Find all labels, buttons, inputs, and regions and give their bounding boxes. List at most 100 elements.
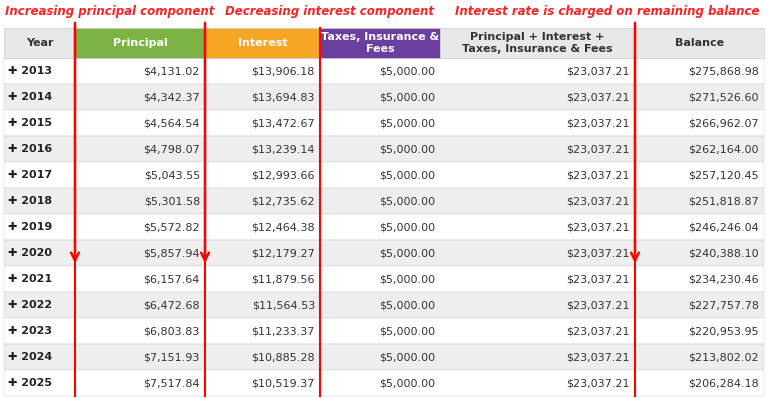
- Text: $23,037.21: $23,037.21: [567, 378, 630, 388]
- Text: ✚ 2025: ✚ 2025: [8, 378, 52, 388]
- Bar: [4, 58, 764, 84]
- Bar: [320, 28, 440, 58]
- Text: $7,151.93: $7,151.93: [144, 352, 200, 362]
- Bar: [4, 28, 75, 58]
- Text: $5,572.82: $5,572.82: [144, 222, 200, 232]
- Text: $5,000.00: $5,000.00: [379, 326, 435, 336]
- Text: $257,120.45: $257,120.45: [688, 170, 759, 180]
- Text: $5,000.00: $5,000.00: [379, 144, 435, 154]
- Text: Interest rate is charged on remaining balance: Interest rate is charged on remaining ba…: [455, 4, 760, 18]
- Bar: [4, 370, 764, 396]
- Text: $23,037.21: $23,037.21: [567, 118, 630, 128]
- Bar: [4, 240, 764, 266]
- Bar: [4, 84, 764, 110]
- Text: Interest: Interest: [238, 38, 287, 48]
- Text: $5,000.00: $5,000.00: [379, 118, 435, 128]
- Text: $23,037.21: $23,037.21: [567, 300, 630, 310]
- Text: $23,037.21: $23,037.21: [567, 92, 630, 102]
- Text: ✚ 2020: ✚ 2020: [8, 248, 52, 258]
- Text: $23,037.21: $23,037.21: [567, 170, 630, 180]
- Text: $266,962.07: $266,962.07: [688, 118, 759, 128]
- Bar: [75, 28, 205, 58]
- Text: $5,000.00: $5,000.00: [379, 352, 435, 362]
- Text: $220,953.95: $220,953.95: [688, 326, 759, 336]
- Text: $13,472.67: $13,472.67: [251, 118, 315, 128]
- Bar: [4, 344, 764, 370]
- Text: Principal: Principal: [113, 38, 167, 48]
- Text: $5,301.58: $5,301.58: [144, 196, 200, 206]
- Text: $13,694.83: $13,694.83: [251, 92, 315, 102]
- Bar: [4, 292, 764, 318]
- Text: $23,037.21: $23,037.21: [567, 274, 630, 284]
- Text: $4,798.07: $4,798.07: [144, 144, 200, 154]
- Bar: [4, 136, 764, 162]
- Text: ✚ 2014: ✚ 2014: [8, 92, 52, 102]
- Text: $262,164.00: $262,164.00: [688, 144, 759, 154]
- Text: ✚ 2016: ✚ 2016: [8, 144, 52, 154]
- Text: $6,803.83: $6,803.83: [144, 326, 200, 336]
- Text: ✚ 2017: ✚ 2017: [8, 170, 52, 180]
- Text: Principal + Interest +
Taxes, Insurance & Fees: Principal + Interest + Taxes, Insurance …: [462, 32, 613, 54]
- Text: $4,131.02: $4,131.02: [144, 66, 200, 76]
- Text: $10,519.37: $10,519.37: [252, 378, 315, 388]
- Text: $11,564.53: $11,564.53: [252, 300, 315, 310]
- Bar: [635, 28, 764, 58]
- Text: $206,284.18: $206,284.18: [688, 378, 759, 388]
- Text: $5,043.55: $5,043.55: [144, 170, 200, 180]
- Text: $271,526.60: $271,526.60: [688, 92, 759, 102]
- Text: ✚ 2015: ✚ 2015: [8, 118, 52, 128]
- Bar: [4, 266, 764, 292]
- Text: $5,857.94: $5,857.94: [144, 248, 200, 258]
- Text: $12,735.62: $12,735.62: [251, 196, 315, 206]
- Text: $23,037.21: $23,037.21: [567, 248, 630, 258]
- Bar: [4, 214, 764, 240]
- Text: $5,000.00: $5,000.00: [379, 300, 435, 310]
- Text: ✚ 2018: ✚ 2018: [8, 196, 52, 206]
- Text: ✚ 2023: ✚ 2023: [8, 326, 52, 336]
- Text: $6,472.68: $6,472.68: [144, 300, 200, 310]
- Text: $5,000.00: $5,000.00: [379, 196, 435, 206]
- Text: ✚ 2024: ✚ 2024: [8, 352, 52, 362]
- Text: ✚ 2019: ✚ 2019: [8, 222, 52, 232]
- Text: $23,037.21: $23,037.21: [567, 326, 630, 336]
- Text: $13,239.14: $13,239.14: [251, 144, 315, 154]
- Text: $23,037.21: $23,037.21: [567, 352, 630, 362]
- Text: ✚ 2022: ✚ 2022: [8, 300, 52, 310]
- Text: $23,037.21: $23,037.21: [567, 66, 630, 76]
- Bar: [205, 28, 320, 58]
- Text: $11,879.56: $11,879.56: [251, 274, 315, 284]
- Text: ✚ 2013: ✚ 2013: [8, 66, 52, 76]
- Text: ✚ 2021: ✚ 2021: [8, 274, 52, 284]
- Text: $4,564.54: $4,564.54: [144, 118, 200, 128]
- Text: $227,757.78: $227,757.78: [688, 300, 759, 310]
- Text: $251,818.87: $251,818.87: [688, 196, 759, 206]
- Text: $4,342.37: $4,342.37: [144, 92, 200, 102]
- Text: $6,157.64: $6,157.64: [144, 274, 200, 284]
- Text: $12,993.66: $12,993.66: [251, 170, 315, 180]
- Text: $246,246.04: $246,246.04: [688, 222, 759, 232]
- Text: $12,464.38: $12,464.38: [251, 222, 315, 232]
- Text: Balance: Balance: [675, 38, 724, 48]
- Text: $10,885.28: $10,885.28: [251, 352, 315, 362]
- Text: $5,000.00: $5,000.00: [379, 378, 435, 388]
- Text: $5,000.00: $5,000.00: [379, 66, 435, 76]
- Text: $5,000.00: $5,000.00: [379, 222, 435, 232]
- Text: $240,388.10: $240,388.10: [688, 248, 759, 258]
- Text: $234,230.46: $234,230.46: [688, 274, 759, 284]
- Text: $5,000.00: $5,000.00: [379, 92, 435, 102]
- Text: $5,000.00: $5,000.00: [379, 248, 435, 258]
- Bar: [4, 318, 764, 344]
- Text: $275,868.98: $275,868.98: [688, 66, 759, 76]
- Bar: [4, 162, 764, 188]
- Text: Year: Year: [26, 38, 53, 48]
- Text: Taxes, Insurance &
Fees: Taxes, Insurance & Fees: [321, 32, 439, 54]
- Text: $23,037.21: $23,037.21: [567, 222, 630, 232]
- Bar: [4, 188, 764, 214]
- Bar: [440, 28, 635, 58]
- Bar: [4, 110, 764, 136]
- Text: $12,179.27: $12,179.27: [251, 248, 315, 258]
- Text: $213,802.02: $213,802.02: [688, 352, 759, 362]
- Text: Increasing principal component: Increasing principal component: [5, 4, 214, 18]
- Text: $5,000.00: $5,000.00: [379, 170, 435, 180]
- Text: $13,906.18: $13,906.18: [252, 66, 315, 76]
